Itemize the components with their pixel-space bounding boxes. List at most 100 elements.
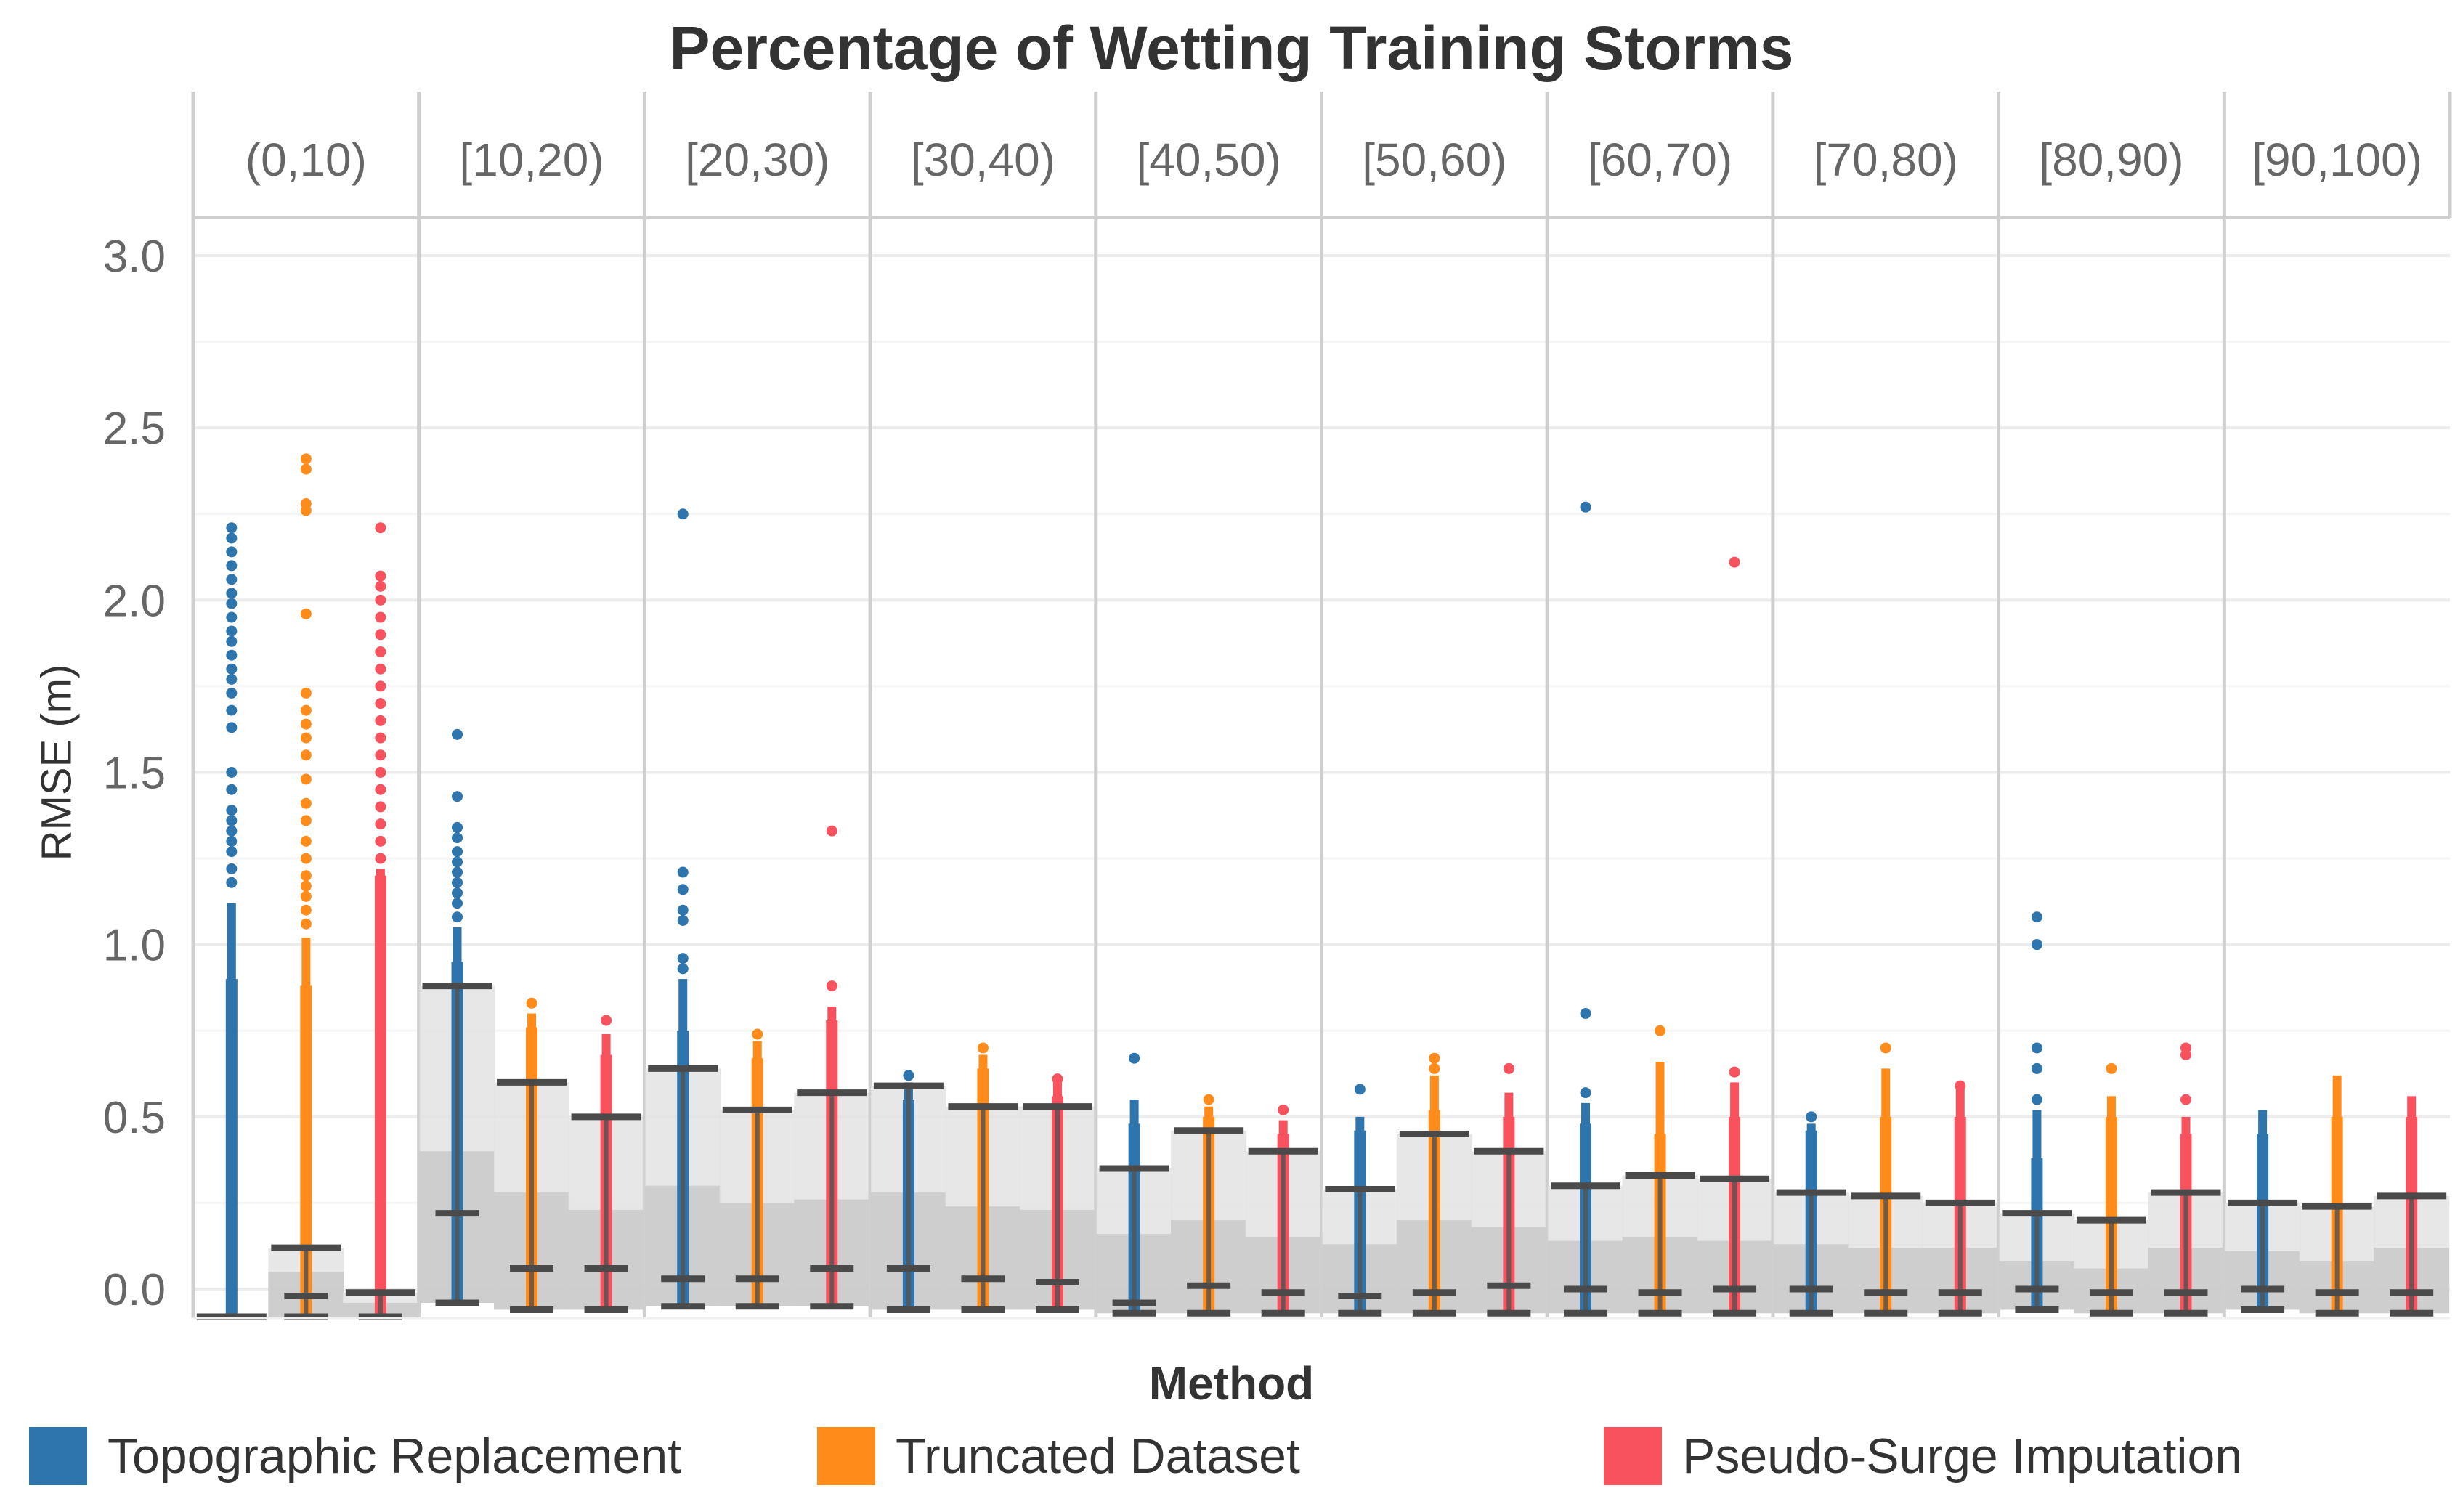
y-tick-label-2: 2.0	[103, 576, 166, 626]
facet-1-series-1-outlier-0	[526, 997, 537, 1009]
facet-0-series-0-outlier-3	[226, 835, 238, 847]
facet-0-series-2-outlier-15	[375, 594, 386, 606]
facet-0-series-0-outlier-6	[226, 805, 238, 816]
facet-0-series-1-outlier-15	[300, 608, 312, 619]
facet-1-series-0-outlier-2	[452, 887, 463, 899]
facet-0-series-2-outlier-11	[375, 663, 386, 675]
facet-4-series-2-outlier-0	[1278, 1104, 1289, 1115]
chart-title: Percentage of Wetting Training Storms	[669, 14, 1794, 82]
facet-3-series-2-outlier-0	[1052, 1073, 1063, 1085]
facet-0-series-0-outlier-24	[226, 522, 238, 534]
y-axis-label: RMSE (m)	[33, 664, 81, 861]
facet-1-series-0-outlier-0	[452, 911, 463, 923]
facet-8-series-2-outlier-0	[2180, 1094, 2191, 1105]
facet-label-5: [50,60)	[1362, 134, 1506, 186]
legend-item-topographic: Topographic Replacement	[29, 1423, 681, 1489]
facet-label-7: [70,80)	[1814, 134, 1958, 186]
facet-0-series-1-outlier-1	[300, 904, 312, 916]
facet-5-series-0-outlier-0	[1354, 1084, 1366, 1095]
facet-0-series-1-outlier-17	[300, 498, 312, 510]
legend-swatch-topographic	[29, 1427, 87, 1485]
facet-3-series-0-outlier-0	[903, 1070, 914, 1081]
y-tick-label-3: 1.5	[103, 749, 166, 799]
facet-0-series-0-outlier-5	[226, 815, 238, 826]
facet-0-series-0-outlier-21	[226, 560, 238, 572]
facet-0-series-1-outlier-3	[300, 880, 312, 892]
facet-0-series-2-outlier-16	[375, 580, 386, 592]
facet-2-series-0-outlier-1	[677, 953, 689, 964]
facet-0-series-1-outlier-18	[300, 463, 312, 475]
facet-0-series-0-outlier-15	[226, 635, 238, 647]
facet-1-series-0-outlier-9	[452, 791, 463, 802]
facet-2-series-2-outlier-1	[826, 825, 837, 837]
y-tick-label-4: 1.0	[103, 921, 166, 971]
facet-label-8: [80,90)	[2039, 134, 2183, 186]
facet-5-series-2-outlier-0	[1503, 1062, 1514, 1074]
facet-6-series-1-outlier-0	[1655, 1025, 1666, 1036]
facet-2-series-0-outlier-6	[677, 508, 689, 520]
facet-0-series-2-outlier-18	[375, 522, 386, 534]
facet-7-series-1-outlier-0	[1880, 1042, 1891, 1054]
facet-1-series-0-outlier-8	[452, 821, 463, 833]
facet-0-series-2-outlier-12	[375, 646, 386, 657]
facet-6-series-0-outlier-0	[1580, 1087, 1591, 1099]
facet-8-series-0-outlier-3	[2031, 939, 2042, 951]
facet-8-series-0-outlier-4	[2031, 911, 2042, 923]
legend-label-truncated: Truncated Dataset	[896, 1428, 1300, 1484]
facet-0-series-2-outlier-6	[375, 749, 386, 761]
facet-1-series-0-outlier-6	[452, 846, 463, 858]
y-tick-label-5: 0.5	[103, 1093, 166, 1143]
facet-8-series-2-outlier-2	[2180, 1042, 2191, 1054]
facet-0-series-2-outlier-4	[375, 784, 386, 795]
facet-2-series-0-outlier-4	[677, 884, 689, 895]
facet-0-series-0-outlier-18	[226, 598, 238, 609]
facet-label-3: [30,40)	[911, 134, 1055, 186]
legend-item-pseudo-surge: Pseudo-Surge Imputation	[1604, 1423, 2242, 1489]
facet-0-series-1-outlier-14	[300, 687, 312, 699]
facet-0-series-0-outlier-17	[226, 611, 238, 623]
facet-0-series-1-outlier-4	[300, 870, 312, 882]
facet-label-2: [20,30)	[685, 134, 829, 186]
y-tick-label-6: 0.0	[103, 1265, 166, 1315]
facet-label-6: [60,70)	[1588, 134, 1732, 186]
facet-label-1: [10,20)	[459, 134, 604, 186]
facet-2-series-1-outlier-0	[752, 1028, 763, 1040]
facet-6-series-2-outlier-1	[1729, 556, 1740, 568]
facet-0-series-2-outlier-5	[375, 767, 386, 778]
facet-0-series-2-outlier-14	[375, 611, 386, 623]
facet-0-series-0-outlier-23	[226, 532, 238, 544]
facet-1-series-0-outlier-4	[452, 866, 463, 878]
legend-title: Method	[1148, 1357, 1315, 1410]
facet-0-series-1-outlier-10	[300, 749, 312, 761]
y-tick-label-1: 2.5	[103, 404, 166, 454]
facet-0-series-1-outlier-8	[300, 797, 312, 809]
facet-0-series-0-outlier-0	[226, 877, 238, 888]
facet-1-series-2-outlier-0	[601, 1015, 612, 1026]
facet-2-series-0-outlier-0	[677, 963, 689, 975]
facet-0-series-2-outlier-13	[375, 629, 386, 641]
facet-0-series-0-outlier-14	[226, 649, 238, 661]
facet-0-series-0-outlier-1	[226, 863, 238, 874]
facet-0-series-2-outlier-2	[375, 818, 386, 830]
facet-0-series-2-outlier-9	[375, 698, 386, 710]
facet-8-series-1-outlier-0	[2106, 1062, 2117, 1074]
facet-0-series-0-outlier-11	[226, 687, 238, 699]
facet-0-series-0-outlier-9	[226, 722, 238, 733]
facet-4-series-0-outlier-0	[1129, 1052, 1140, 1064]
y-tick-label-0: 3.0	[103, 232, 166, 282]
facet-7-series-0-outlier-0	[1806, 1111, 1817, 1123]
facet-label-9: [90,100)	[2252, 134, 2422, 186]
facet-1-series-0-outlier-3	[452, 877, 463, 888]
legend-item-truncated: Truncated Dataset	[817, 1423, 1300, 1489]
legend-swatch-truncated	[817, 1427, 875, 1485]
facet-0-series-0-outlier-8	[226, 767, 238, 778]
facet-2-series-0-outlier-3	[677, 904, 689, 916]
facet-0-series-1-outlier-2	[300, 890, 312, 902]
facet-8-series-0-outlier-1	[2031, 1062, 2042, 1074]
facet-0-series-1-outlier-12	[300, 718, 312, 730]
facet-0-series-1-outlier-7	[300, 815, 312, 826]
facet-0-series-0-outlier-13	[226, 663, 238, 675]
facet-0-series-1-outlier-13	[300, 704, 312, 716]
facet-0-series-1-outlier-5	[300, 853, 312, 864]
